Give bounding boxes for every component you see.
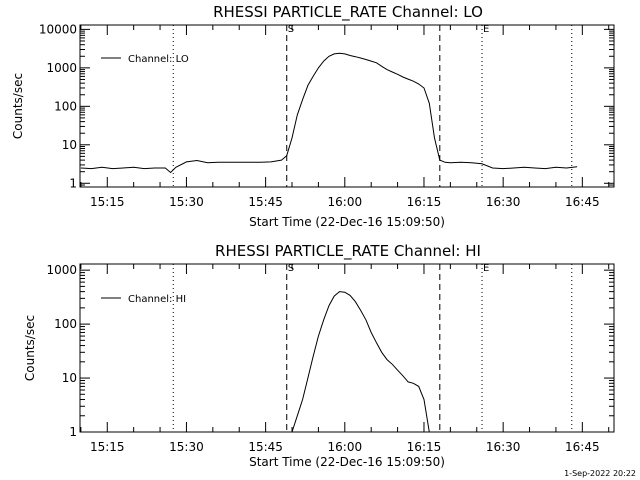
y-tick-label: 10	[62, 371, 77, 385]
y-tick-label: 1000	[46, 263, 77, 277]
x-tick-label: 15:15	[90, 195, 125, 209]
y-tick-label: 100	[54, 317, 77, 331]
x-tick-label: 16:15	[407, 440, 442, 454]
time-marker-label: S	[288, 24, 294, 35]
legend-label: Channel: LO	[128, 54, 189, 65]
plot-frame	[79, 263, 615, 433]
x-tick-label: 15:30	[169, 440, 204, 454]
chart-title: RHESSI PARTICLE_RATE Channel: HI	[215, 242, 481, 261]
y-axis-label: Counts/sec	[11, 73, 25, 139]
x-tick-label: 15:45	[248, 195, 283, 209]
y-axis-label: Counts/sec	[23, 315, 37, 381]
x-tick-label: 16:15	[407, 195, 442, 209]
x-tick-label: 15:45	[248, 440, 283, 454]
x-axis-label: Start Time (22-Dec-16 15:09:50)	[249, 455, 445, 469]
x-tick-label: 16:00	[328, 440, 363, 454]
y-tick-label: 1000	[46, 61, 77, 75]
time-marker-label: S	[288, 263, 294, 274]
axis-ticks	[80, 25, 614, 188]
y-tick-labels: 1 10 100 1000	[46, 263, 77, 439]
x-tick-label: 16:45	[565, 440, 600, 454]
x-axis-label: Start Time (22-Dec-16 15:09:50)	[249, 215, 445, 229]
y-tick-label: 100	[54, 99, 77, 113]
y-tick-labels: 1 10 100 1000 10000	[39, 22, 77, 190]
time-marker-label: E	[483, 24, 489, 35]
chart-panel-lo: RHESSI PARTICLE_RATE Channel: LO 1 10 10…	[11, 3, 615, 229]
y-tick-label: 1	[69, 176, 77, 190]
chart-panel-hi: RHESSI PARTICLE_RATE Channel: HI 1 10 10…	[23, 242, 615, 469]
time-marker-label: E	[483, 263, 489, 274]
x-tick-labels: 15:15 15:30 15:45 16:00 16:15 16:30 16:4…	[90, 195, 600, 209]
x-tick-label: 16:30	[486, 440, 521, 454]
chart-title: RHESSI PARTICLE_RATE Channel: LO	[213, 3, 483, 22]
x-tick-label: 16:00	[328, 195, 363, 209]
y-tick-label: 10	[62, 138, 77, 152]
x-tick-label: 16:45	[565, 195, 600, 209]
x-tick-label: 15:30	[169, 195, 204, 209]
plot-frame	[79, 24, 615, 188]
legend-label: Channel: HI	[128, 294, 186, 305]
series-line-hi	[291, 291, 430, 433]
x-tick-label: 15:15	[90, 440, 125, 454]
y-tick-label: 1	[69, 425, 77, 439]
y-tick-label: 10000	[39, 22, 77, 36]
axis-ticks	[80, 264, 614, 433]
x-tick-label: 16:30	[486, 195, 521, 209]
x-tick-labels: 15:15 15:30 15:45 16:00 16:15 16:30 16:4…	[90, 440, 600, 454]
date-stamp: 1-Sep-2022 20:22	[564, 469, 636, 478]
series-line-lo	[80, 52, 578, 174]
